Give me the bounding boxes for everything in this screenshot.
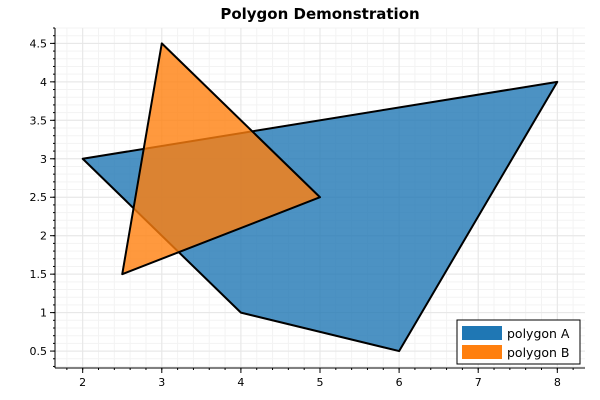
y-tick-label: 4.5 <box>30 37 48 50</box>
y-tick-label: 4 <box>40 76 47 89</box>
y-tick-label: 1.5 <box>30 268 48 281</box>
x-tick-label: 2 <box>79 376 86 389</box>
legend-label: polygon B <box>507 345 570 360</box>
legend-label: polygon A <box>507 326 570 341</box>
y-tick-label: 2.5 <box>30 191 48 204</box>
x-tick-label: 4 <box>237 376 244 389</box>
y-tick-label: 1 <box>40 307 47 320</box>
y-tick-label: 3 <box>40 153 47 166</box>
plot-area <box>81 42 559 353</box>
x-tick-label: 7 <box>475 376 482 389</box>
x-tick-label: 5 <box>317 376 324 389</box>
x-tick-label: 3 <box>158 376 165 389</box>
y-tick-label: 0.5 <box>30 345 48 358</box>
legend: polygon A polygon B <box>456 319 581 365</box>
y-tick-label: 3.5 <box>30 114 48 127</box>
legend-swatch <box>462 345 502 359</box>
y-tick-label: 2 <box>40 230 47 243</box>
x-tick-label: 6 <box>396 376 403 389</box>
polygon-b <box>121 42 321 276</box>
axes: 2 3 4 5 6 7 8 0.5 1 1.5 2 2.5 3 3.5 4 4.5 <box>30 27 585 389</box>
chart-title: Polygon Demonstration <box>220 5 419 23</box>
legend-swatch <box>462 326 502 340</box>
x-tick-label: 8 <box>554 376 561 389</box>
